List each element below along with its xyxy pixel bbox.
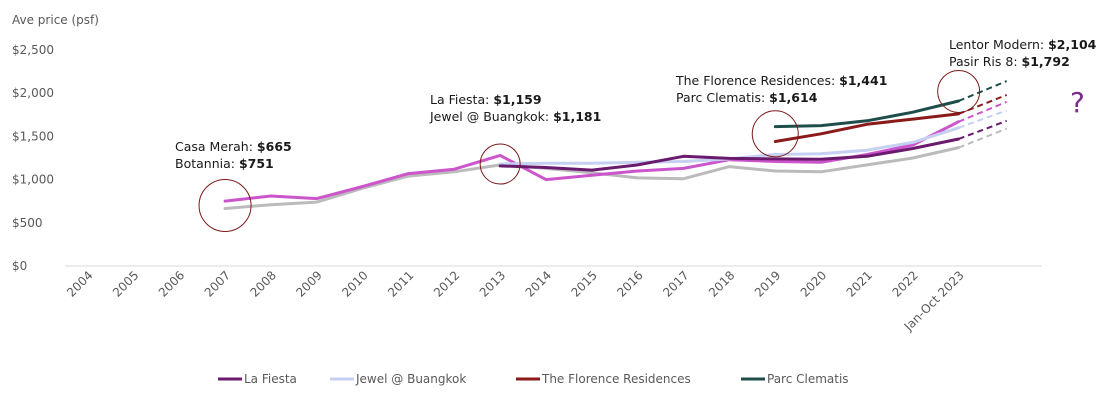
series-lines xyxy=(223,80,1008,210)
x-tick-label: 2022 xyxy=(889,268,920,299)
series-projection-4 xyxy=(958,100,1008,123)
annotation-text: Lentor Modern: $2,104 xyxy=(949,37,1097,52)
series-projection-1 xyxy=(958,109,1007,129)
legend-item: Parc Clematis xyxy=(741,372,849,386)
y-tick-label: $2,000 xyxy=(12,86,54,100)
x-tick-label: 2016 xyxy=(614,268,645,299)
x-tick-label: 2006 xyxy=(156,268,187,299)
x-tick-label: 2020 xyxy=(798,268,829,299)
annotation-text: Pasir Ris 8: $1,792 xyxy=(949,54,1070,69)
series-projection-5 xyxy=(958,127,1008,149)
y-tick-label: $1,000 xyxy=(12,173,54,187)
x-tick-label: 2014 xyxy=(523,268,554,299)
y-tick-label: $2,500 xyxy=(12,43,54,57)
y-axis-ticks: $0 $500 $1,000 $1,500 $2,000 $2,500 xyxy=(12,43,54,273)
x-tick-label: 2005 xyxy=(110,268,141,299)
x-tick-label: 2008 xyxy=(248,268,279,299)
series-line-4 xyxy=(223,120,961,203)
annotation-circle xyxy=(198,179,252,233)
legend: La Fiesta Jewel @ Buangkok The Florence Re… xyxy=(218,372,849,386)
annotation-text: Botannia: $751 xyxy=(175,156,274,171)
x-tick-label: 2019 xyxy=(752,268,783,299)
y-tick-label: $1,500 xyxy=(12,129,54,143)
annotation-circle xyxy=(751,110,799,158)
series-line-2 xyxy=(773,112,961,143)
annotation-text: Jewel @ Buangkok: $1,181 xyxy=(429,109,601,124)
y-axis-label: Ave price (psf) xyxy=(12,13,99,27)
annotation-text: Parc Clematis: $1,614 xyxy=(676,90,818,105)
x-tick-label: 2021 xyxy=(844,268,875,299)
x-tick-label: 2011 xyxy=(385,268,416,299)
annotations: Casa Merah: $665 Botannia: $751 La Fiesta:… xyxy=(175,37,1097,233)
x-tick-label: 2009 xyxy=(293,268,324,299)
legend-label: Jewel @ Buangkok xyxy=(355,372,466,386)
y-tick-label: $500 xyxy=(12,216,43,230)
question-mark: ? xyxy=(1070,86,1085,119)
series-line-5 xyxy=(223,146,961,210)
x-tick-label: 2007 xyxy=(202,268,233,299)
annotation-circle xyxy=(479,143,521,185)
legend-label: The Florence Residences xyxy=(541,372,691,386)
x-tick-label: 2012 xyxy=(431,268,462,299)
x-axis-ticks: 2004 2005 2006 2007 2008 2009 2010 2011 2012 2013… xyxy=(64,268,967,334)
annotation-text: The Florence Residences: $1,441 xyxy=(675,73,887,88)
series-projection-3 xyxy=(958,80,1008,102)
series-projection-2 xyxy=(958,93,1008,115)
x-tick-label: 2013 xyxy=(477,268,508,299)
y-tick-label: $0 xyxy=(12,259,27,273)
x-tick-label: 2004 xyxy=(64,268,95,299)
x-tick-label: 2018 xyxy=(706,268,737,299)
annotation-circle xyxy=(937,69,981,113)
series-line-3 xyxy=(773,99,961,129)
series-projection-0 xyxy=(958,119,1008,140)
legend-item: Jewel @ Buangkok xyxy=(330,372,466,386)
legend-item: La Fiesta xyxy=(218,372,297,386)
annotation-text: La Fiesta: $1,159 xyxy=(430,92,542,107)
x-tick-label: 2015 xyxy=(568,268,599,299)
series-line-0 xyxy=(498,137,961,172)
x-tick-label: 2017 xyxy=(660,268,691,299)
legend-label: Parc Clematis xyxy=(767,372,849,386)
legend-label: La Fiesta xyxy=(244,372,297,386)
x-tick-label: 2010 xyxy=(339,268,370,299)
annotation-text: Casa Merah: $665 xyxy=(175,139,292,154)
legend-item: The Florence Residences xyxy=(516,372,691,386)
